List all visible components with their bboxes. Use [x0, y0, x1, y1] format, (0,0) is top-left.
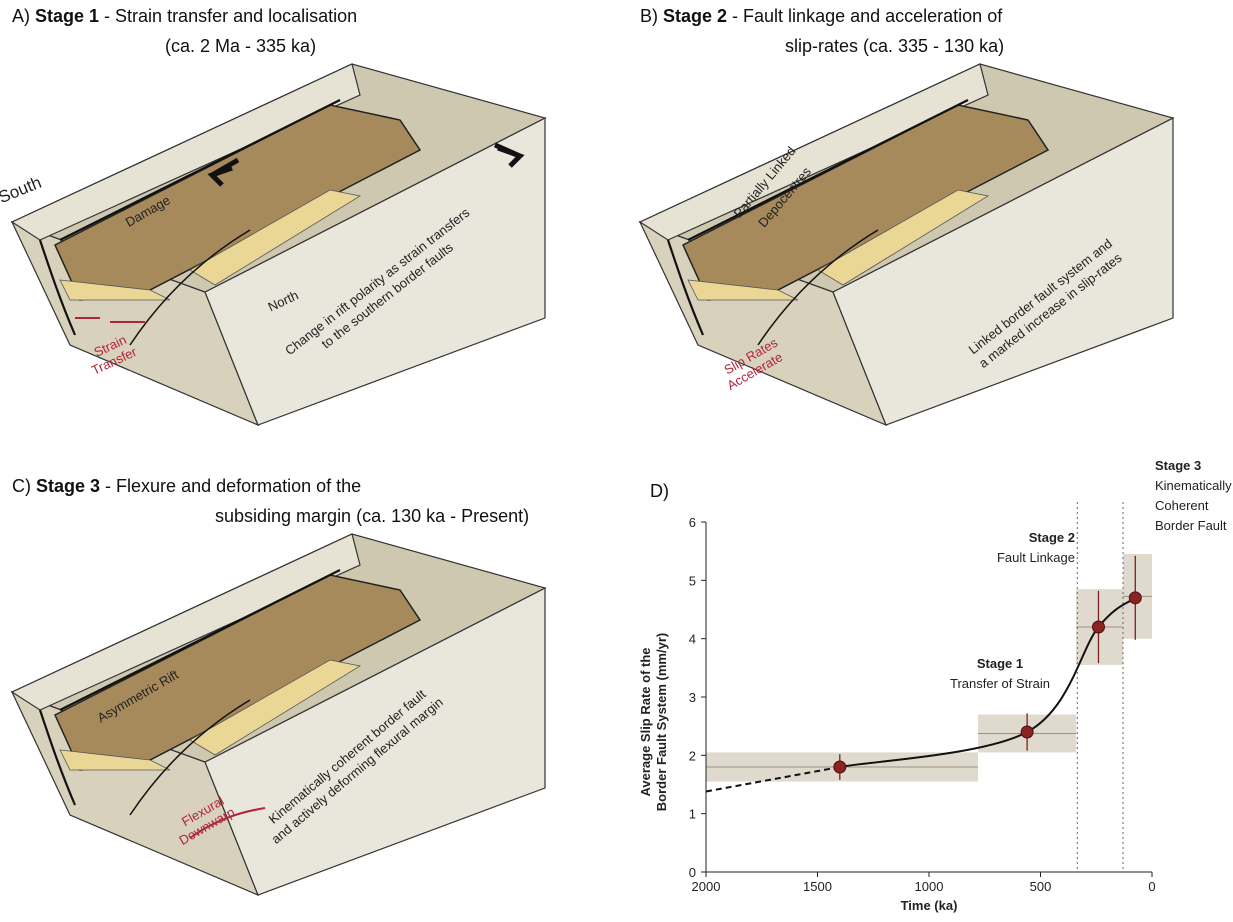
data-point: [1129, 592, 1141, 604]
panel-label: B): [640, 6, 658, 26]
y-tick-label: 0: [689, 865, 696, 880]
stage-annotation-title: Stage 2: [1029, 530, 1075, 545]
stage-annotation-title: Stage 3: [1155, 458, 1201, 473]
panel-label: A): [12, 6, 30, 26]
panel-title: A) Stage 1 - Strain transfer and localis…: [12, 6, 357, 26]
x-tick-label: 0: [1148, 879, 1155, 894]
x-tick-label: 1000: [915, 879, 944, 894]
panel-subtitle: (ca. 2 Ma - 335 ka): [165, 36, 316, 56]
stage-annotation: Fault Linkage: [997, 550, 1075, 565]
stage-annotation: Border Fault: [1155, 518, 1227, 533]
title-text: - Flexure and deformation of the: [100, 476, 361, 496]
panel-label: D): [650, 481, 669, 501]
y-tick-label: 1: [689, 807, 696, 822]
panel-subtitle: slip-rates (ca. 335 - 130 ka): [785, 36, 1004, 56]
y-axis-title: Border Fault System (mm/yr): [654, 633, 669, 811]
y-tick-label: 6: [689, 515, 696, 530]
stage-annotation: Coherent: [1155, 498, 1209, 513]
data-point: [1021, 726, 1033, 738]
title-text: - Strain transfer and localisation: [99, 6, 357, 26]
y-axis-title: Average Slip Rate of the: [638, 647, 653, 796]
data-point: [1092, 621, 1104, 633]
y-tick-label: 4: [689, 632, 696, 647]
stage-annotation: Kinematically: [1155, 478, 1232, 493]
panel-title: C) Stage 3 - Flexure and deformation of …: [12, 476, 361, 496]
data-point: [834, 761, 846, 773]
stage-annotation-title: Stage 1: [977, 656, 1023, 671]
stage-annotation: Transfer of Strain: [950, 676, 1050, 691]
stage-name: Stage 3: [36, 476, 100, 496]
title-text: - Fault linkage and acceleration of: [727, 6, 1003, 26]
panel-title: B) Stage 2 - Fault linkage and accelerat…: [640, 6, 1003, 26]
x-tick-label: 500: [1030, 879, 1052, 894]
panel-subtitle: subsiding margin (ca. 130 ka - Present): [215, 506, 529, 526]
stage-name: Stage 2: [663, 6, 727, 26]
x-tick-label: 2000: [692, 879, 721, 894]
panel-label: C): [12, 476, 31, 496]
x-tick-label: 1500: [803, 879, 832, 894]
stage-name: Stage 1: [35, 6, 99, 26]
y-tick-label: 5: [689, 573, 696, 588]
x-axis-title: Time (ka): [901, 898, 958, 913]
y-tick-label: 2: [689, 748, 696, 763]
diagram-label: South: [0, 173, 44, 207]
y-tick-label: 3: [689, 690, 696, 705]
figure: A) Stage 1 - Strain transfer and localis…: [0, 0, 1233, 922]
